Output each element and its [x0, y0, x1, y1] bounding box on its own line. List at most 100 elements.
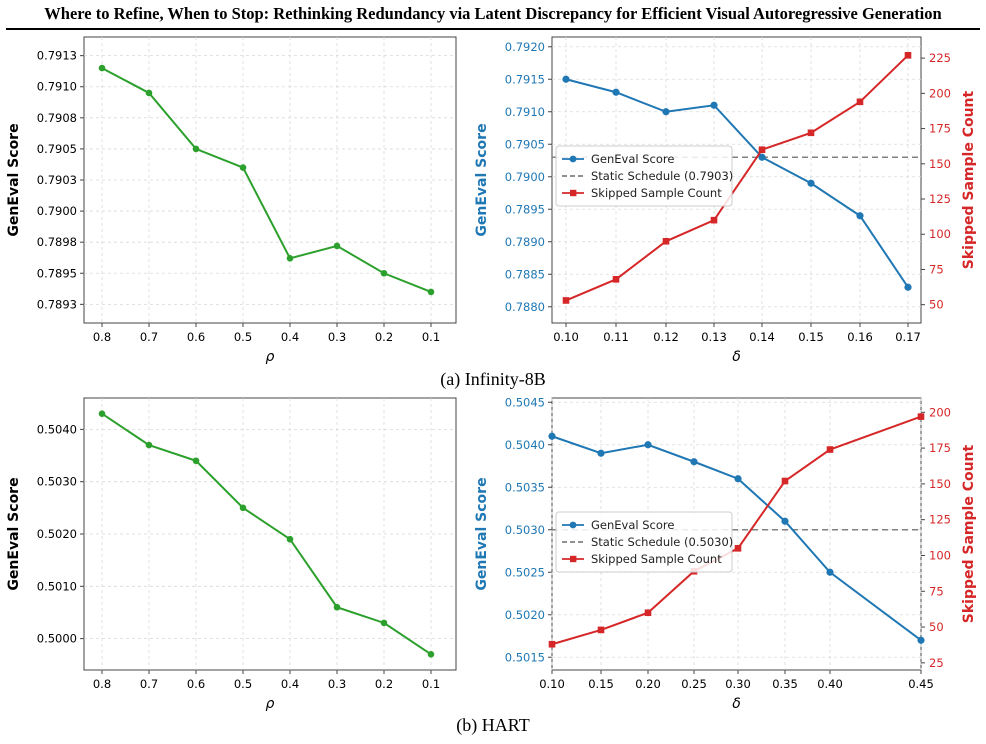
p2-geneval-point [856, 212, 864, 220]
p4-skipped-point [644, 609, 652, 617]
p1-data-point [427, 288, 435, 296]
p4-geneval-line [551, 435, 922, 642]
p1-y-tick-label: 0.7895 [37, 266, 77, 280]
p4-y-tick-label: 0.5025 [505, 565, 545, 579]
p3-x-tick-label: 0.5 [234, 677, 252, 691]
p2-x-axis-label: δ [732, 349, 741, 365]
p2-x-tick-label: 0.16 [847, 330, 873, 344]
p1-x-tick-label: 0.8 [93, 330, 111, 344]
p3-y-tick-label: 0.5020 [37, 527, 77, 541]
p4-geneval-point [597, 449, 605, 457]
p3-data-point [145, 441, 153, 449]
page-header-title: Where to Refine, When to Stop: Rethinkin… [44, 4, 942, 23]
p4-x-tick-label: 0.20 [635, 677, 661, 691]
p4-skipped-point [597, 626, 605, 634]
p1-y-axis-label: GenEval Score [6, 123, 22, 236]
p2-skipped-point [710, 216, 718, 224]
p4-skipped-point [548, 640, 556, 648]
p4-y2-tick-label: 25 [929, 656, 944, 670]
p2-y2-tick-label: 50 [929, 298, 944, 312]
p2-skipped-point [612, 276, 620, 283]
p1-x-tick-label: 0.1 [422, 330, 440, 344]
p4-y-tick-label: 0.5030 [505, 523, 545, 537]
p1-x-tick-label: 0.2 [375, 330, 393, 344]
p4-legend-label: GenEval Score [591, 518, 674, 532]
p1-y-tick-label: 0.7908 [37, 111, 77, 125]
caption-hart: (b) HART [456, 715, 530, 735]
p4-y-tick-label: 0.5020 [505, 608, 545, 622]
p4-y-tick-label: 0.5015 [505, 650, 545, 664]
p2-y2-tick-label: 175 [929, 122, 951, 136]
p3-y-tick-label: 0.5040 [37, 422, 77, 436]
p2-y-tick-label: 0.7905 [505, 137, 545, 151]
p1-x-tick-label: 0.3 [328, 330, 346, 344]
p2-geneval-point [758, 153, 766, 161]
p2-x-tick-label: 0.17 [895, 330, 921, 344]
p4-y-tick-label: 0.5045 [505, 395, 545, 409]
p2-plot-frame [551, 36, 922, 324]
p4-skipped-point [826, 446, 834, 453]
p1-data-point [380, 269, 388, 277]
p2-x-tick-label: 0.13 [701, 330, 727, 344]
p4-geneval-point [734, 475, 742, 483]
p4-x-tick-label: 0.35 [772, 677, 798, 691]
p1-x-tick-label: 0.4 [281, 330, 299, 344]
p3-x-tick-label: 0.1 [422, 677, 440, 691]
p3-x-tick-label: 0.2 [375, 677, 393, 691]
p4-geneval-point [781, 517, 789, 525]
p4-plot-frame [551, 397, 922, 671]
p1-data-point [145, 89, 153, 97]
p4-geneval-point [826, 568, 834, 576]
p2-y2-tick-label: 100 [929, 227, 951, 241]
p1-x-tick-label: 0.6 [187, 330, 205, 344]
p2-y-tick-label: 0.7900 [505, 170, 545, 184]
p2-y-tick-label: 0.7880 [505, 300, 545, 314]
p2-skipped-line [565, 54, 909, 302]
p2-y-tick-label: 0.7920 [505, 40, 545, 54]
p3-x-tick-label: 0.6 [187, 677, 205, 691]
p1-data-point [192, 145, 200, 153]
p4-skipped-point [734, 545, 742, 552]
p2-geneval-point [710, 101, 718, 109]
p1-y-tick-label: 0.7913 [37, 49, 77, 63]
p4-y2-tick-label: 175 [929, 441, 951, 455]
p2-geneval-point [904, 283, 912, 291]
p2-legend-marker [569, 155, 577, 163]
caption-infinity: (a) Infinity-8B [440, 369, 546, 389]
p2-y-axis-label: GenEval Score [474, 123, 490, 236]
p2-x-tick-label: 0.10 [553, 330, 579, 344]
p2-x-tick-label: 0.14 [749, 330, 775, 344]
p3-data-point [286, 535, 294, 543]
p2-y2-tick-label: 200 [929, 86, 951, 100]
p3-data-point [427, 651, 435, 658]
p2-y-tick-label: 0.7910 [505, 105, 545, 119]
p2-y-tick-label: 0.7915 [505, 72, 545, 86]
p2-legend-label: Skipped Sample Count [591, 186, 722, 200]
p2-skipped-point [562, 297, 570, 304]
p4-x-tick-label: 0.30 [725, 677, 751, 691]
p2-legend-label: GenEval Score [591, 152, 674, 166]
p4-legend-label: Static Schedule (0.5030) [591, 535, 733, 549]
p2-y2-tick-label: 125 [929, 192, 951, 206]
p3-x-tick-label: 0.3 [328, 677, 346, 691]
p4-y-axis-label: GenEval Score [474, 477, 490, 590]
p2-legend-label: Static Schedule (0.7903) [591, 169, 733, 183]
p1-y-tick-label: 0.7910 [37, 80, 77, 94]
p2-y-tick-label: 0.7895 [505, 202, 545, 216]
p2-y-tick-label: 0.7885 [505, 267, 545, 281]
p3-x-tick-label: 0.8 [93, 677, 111, 691]
p2-geneval-point [807, 179, 815, 187]
p4-y2-tick-label: 100 [929, 548, 951, 562]
p4-y-tick-label: 0.5035 [505, 480, 545, 494]
p2-x-tick-label: 0.12 [653, 330, 679, 344]
p1-data-point [98, 64, 106, 72]
p4-y2-tick-label: 150 [929, 477, 951, 491]
p2-legend-box [555, 145, 733, 207]
p2-y2-tick-label: 150 [929, 157, 951, 171]
p3-y-tick-label: 0.5010 [37, 579, 77, 593]
p3-data-point [192, 457, 200, 465]
p2-y2-tick-label: 225 [929, 51, 951, 65]
p2-geneval-point [662, 108, 670, 116]
p3-data-point [380, 619, 388, 627]
p2-skipped-point [856, 98, 864, 106]
